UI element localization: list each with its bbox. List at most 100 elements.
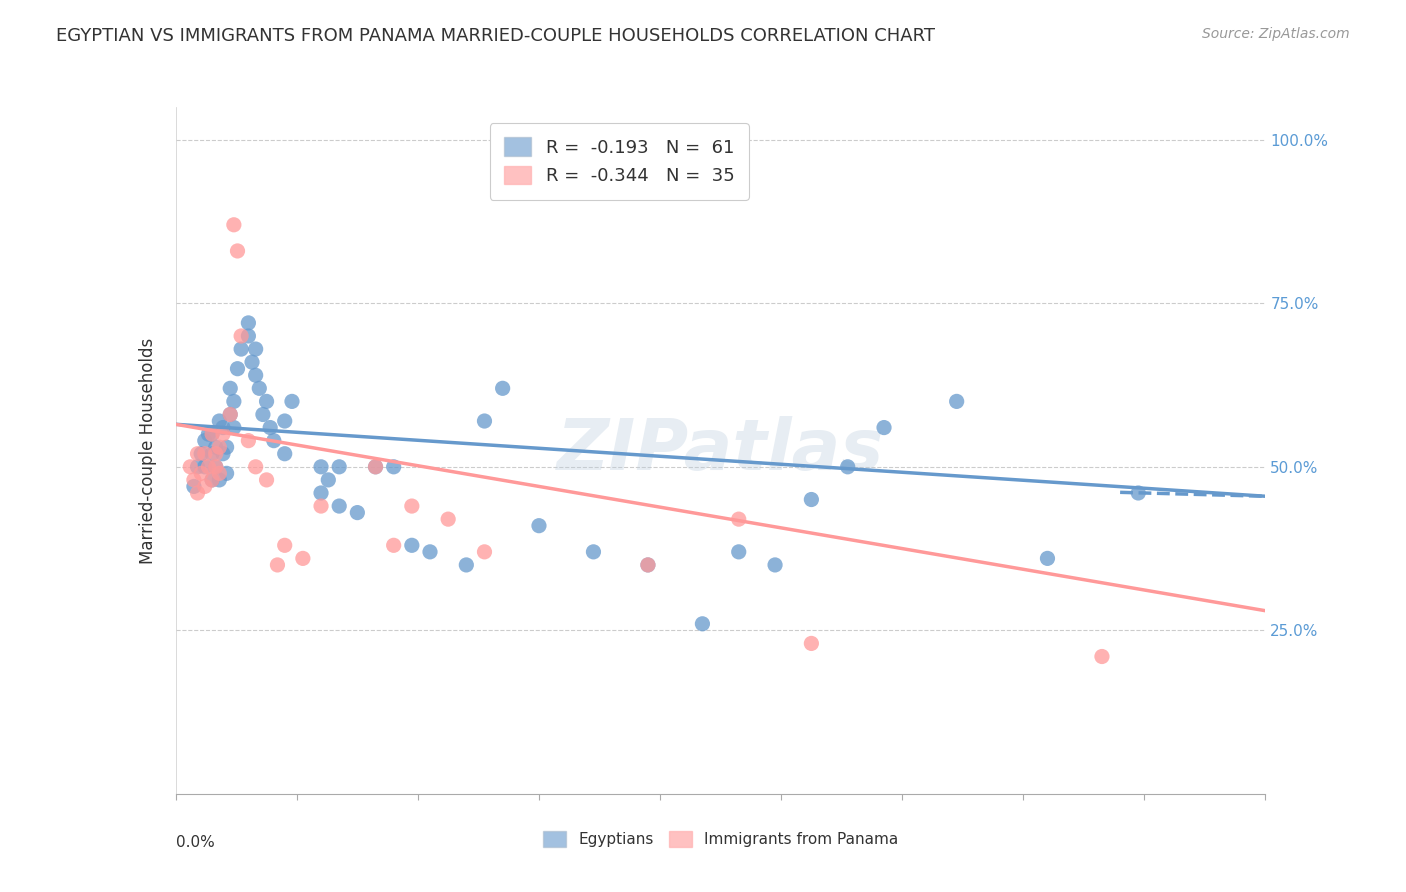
Point <box>201 473 224 487</box>
Point <box>247 381 270 395</box>
Point <box>419 545 441 559</box>
Point <box>238 329 260 343</box>
Point <box>201 427 224 442</box>
Point <box>245 459 267 474</box>
Point <box>274 447 297 461</box>
Point <box>800 492 823 507</box>
Legend: Egyptians, Immigrants from Panama: Egyptians, Immigrants from Panama <box>536 823 905 855</box>
Point <box>873 420 896 434</box>
Point <box>208 440 231 454</box>
Point <box>186 459 209 474</box>
Point <box>204 447 226 461</box>
Point <box>945 394 967 409</box>
Point <box>183 479 205 493</box>
Point <box>692 616 714 631</box>
Point <box>401 499 423 513</box>
Point <box>197 459 219 474</box>
Point <box>382 538 405 552</box>
Point <box>222 394 245 409</box>
Point <box>201 473 224 487</box>
Point <box>263 434 285 448</box>
Point <box>204 459 226 474</box>
Point <box>266 558 288 572</box>
Point <box>208 414 231 428</box>
Point <box>309 459 332 474</box>
Point <box>212 447 235 461</box>
Text: EGYPTIAN VS IMMIGRANTS FROM PANAMA MARRIED-COUPLE HOUSEHOLDS CORRELATION CHART: EGYPTIAN VS IMMIGRANTS FROM PANAMA MARRI… <box>56 27 935 45</box>
Point <box>1128 486 1150 500</box>
Point <box>201 447 224 461</box>
Text: ZIPatlas: ZIPatlas <box>557 416 884 485</box>
Point <box>474 414 496 428</box>
Point <box>215 467 238 481</box>
Point <box>238 434 260 448</box>
Point <box>240 355 263 369</box>
Point <box>212 427 235 442</box>
Point <box>226 361 249 376</box>
Point <box>222 420 245 434</box>
Point <box>800 636 823 650</box>
Point <box>401 538 423 552</box>
Point <box>727 512 749 526</box>
Point <box>328 459 350 474</box>
Text: Source: ZipAtlas.com: Source: ZipAtlas.com <box>1202 27 1350 41</box>
Point <box>190 447 212 461</box>
Point <box>281 394 304 409</box>
Point <box>274 538 297 552</box>
Point <box>256 473 278 487</box>
Point <box>222 218 245 232</box>
Point <box>186 486 209 500</box>
Point <box>245 342 267 356</box>
Point <box>183 473 205 487</box>
Point <box>194 479 217 493</box>
Point <box>194 434 217 448</box>
Point <box>637 558 659 572</box>
Point <box>208 467 231 481</box>
Point <box>291 551 314 566</box>
Point <box>208 473 231 487</box>
Point <box>637 558 659 572</box>
Point <box>201 427 224 442</box>
Point <box>219 381 242 395</box>
Point <box>474 545 496 559</box>
Point <box>231 329 253 343</box>
Point <box>346 506 368 520</box>
Point <box>204 459 226 474</box>
Point <box>492 381 515 395</box>
Point <box>219 408 242 422</box>
Point <box>837 459 859 474</box>
Point <box>582 545 605 559</box>
Point <box>382 459 405 474</box>
Point <box>215 440 238 454</box>
Point <box>245 368 267 383</box>
Point <box>328 499 350 513</box>
Point <box>727 545 749 559</box>
Point <box>204 440 226 454</box>
Point <box>309 499 332 513</box>
Point <box>231 342 253 356</box>
Point <box>252 408 274 422</box>
Point <box>179 459 201 474</box>
Point <box>364 459 387 474</box>
Y-axis label: Married-couple Households: Married-couple Households <box>139 337 157 564</box>
Point <box>318 473 340 487</box>
Point <box>194 459 217 474</box>
Point <box>212 420 235 434</box>
Point <box>238 316 260 330</box>
Point <box>219 408 242 422</box>
Point <box>274 414 297 428</box>
Text: 0.0%: 0.0% <box>176 835 215 850</box>
Point <box>309 486 332 500</box>
Point <box>226 244 249 258</box>
Point <box>259 420 281 434</box>
Point <box>364 459 387 474</box>
Point <box>527 518 550 533</box>
Point <box>197 427 219 442</box>
Point <box>456 558 478 572</box>
Point <box>190 467 212 481</box>
Point <box>763 558 786 572</box>
Point <box>256 394 278 409</box>
Point <box>1036 551 1059 566</box>
Point <box>437 512 460 526</box>
Point <box>1091 649 1114 664</box>
